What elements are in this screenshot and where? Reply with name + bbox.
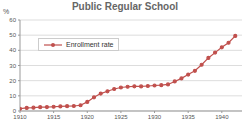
svg-text:60: 60: [9, 17, 16, 23]
svg-text:30: 30: [9, 63, 16, 69]
html-text:Public Regular School: Public Regular School: [71, 1, 179, 12]
svg-text:10: 10: [9, 93, 16, 99]
svg-text:1915: 1915: [47, 114, 61, 120]
svg-text:40: 40: [9, 47, 16, 53]
svg-text:1910: 1910: [13, 114, 27, 120]
svg-text:0: 0: [13, 108, 17, 114]
svg-text:20: 20: [9, 78, 16, 84]
html-text:Enrollment rate: Enrollment rate: [66, 41, 114, 48]
svg-text:1920: 1920: [81, 114, 95, 120]
svg-text:1930: 1930: [148, 114, 162, 120]
svg-text:1940: 1940: [215, 114, 229, 120]
svg-text:50: 50: [9, 32, 16, 38]
svg-text:1935: 1935: [182, 114, 196, 120]
svg-text:1925: 1925: [114, 114, 128, 120]
